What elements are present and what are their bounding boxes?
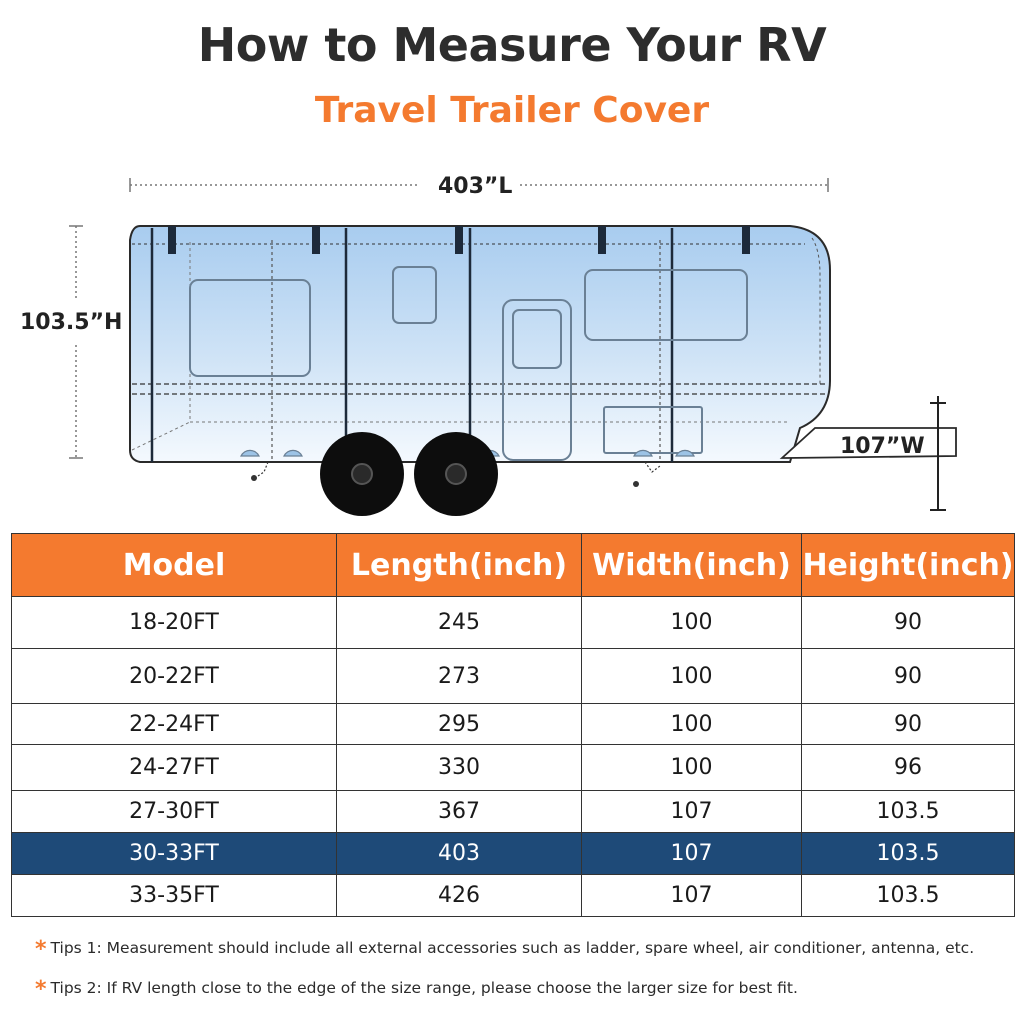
table-row: 24-27FT 330 100 96 xyxy=(11,744,1015,791)
header-height: Height(inch) xyxy=(801,533,1015,597)
wheel-icon xyxy=(320,432,404,516)
tip-text: Tips 2: If RV length close to the edge o… xyxy=(50,979,798,997)
header-width: Width(inch) xyxy=(581,533,802,597)
cell-height: 103.5 xyxy=(801,832,1015,875)
cell-model: 33-35FT xyxy=(11,874,337,917)
cell-height: 103.5 xyxy=(801,874,1015,917)
cell-length: 367 xyxy=(336,790,582,833)
cell-width: 100 xyxy=(581,648,802,704)
tip-item: * Tips 1: Measurement should include all … xyxy=(35,935,1020,975)
header-length: Length(inch) xyxy=(336,533,582,597)
width-dimension-line xyxy=(930,396,946,511)
cell-width: 107 xyxy=(581,832,802,875)
cell-model: 20-22FT xyxy=(11,648,337,704)
cell-length: 273 xyxy=(336,648,582,704)
page-subtitle: Travel Trailer Cover xyxy=(314,90,710,131)
table-row-highlighted: 30-33FT 403 107 103.5 xyxy=(11,832,1015,875)
tips-section: * Tips 1: Measurement should include all … xyxy=(35,935,1020,1015)
cell-length: 295 xyxy=(336,703,582,745)
cell-length: 426 xyxy=(336,874,582,917)
table-row: 27-30FT 367 107 103.5 xyxy=(11,790,1015,833)
cell-length: 403 xyxy=(336,832,582,875)
table-header-row: Model Length(inch) Width(inch) Height(in… xyxy=(11,533,1015,597)
width-label: 107”W xyxy=(840,434,925,459)
cell-width: 107 xyxy=(581,790,802,833)
cell-model: 27-30FT xyxy=(11,790,337,833)
cell-model: 24-27FT xyxy=(11,744,337,791)
cell-length: 330 xyxy=(336,744,582,791)
cell-length: 245 xyxy=(336,596,582,649)
cell-model: 18-20FT xyxy=(11,596,337,649)
rv-illustration xyxy=(69,178,957,516)
header-model: Model xyxy=(11,533,337,597)
cell-model: 30-33FT xyxy=(11,832,337,875)
cell-height: 103.5 xyxy=(801,790,1015,833)
wheel-icon xyxy=(414,432,498,516)
cell-width: 100 xyxy=(581,703,802,745)
page-title: How to Measure Your RV xyxy=(197,18,827,72)
cell-height: 90 xyxy=(801,648,1015,704)
tip-item: * Tips 2: If RV length close to the edge … xyxy=(35,975,1020,1015)
length-label: 403”L xyxy=(432,174,519,199)
star-icon: * xyxy=(35,977,47,1002)
size-table: Model Length(inch) Width(inch) Height(in… xyxy=(11,533,1015,917)
cell-height: 90 xyxy=(801,703,1015,745)
trailer-body xyxy=(129,225,831,463)
table-row: 18-20FT 245 100 90 xyxy=(11,596,1015,649)
tip-text: Tips 1: Measurement should include all e… xyxy=(50,939,975,957)
table-row: 22-24FT 295 100 90 xyxy=(11,703,1015,745)
cell-height: 90 xyxy=(801,596,1015,649)
cell-model: 22-24FT xyxy=(11,703,337,745)
cell-width: 100 xyxy=(581,596,802,649)
length-dimension-line xyxy=(129,178,829,192)
cell-height: 96 xyxy=(801,744,1015,791)
height-label: 103.5”H xyxy=(20,310,123,335)
cell-width: 107 xyxy=(581,874,802,917)
table-row: 20-22FT 273 100 90 xyxy=(11,648,1015,704)
cell-width: 100 xyxy=(581,744,802,791)
rv-diagram: 403”L 103.5”H 107”W xyxy=(0,160,1024,525)
star-icon: * xyxy=(35,937,47,962)
table-row: 33-35FT 426 107 103.5 xyxy=(11,874,1015,917)
height-dimension-line xyxy=(69,225,83,459)
